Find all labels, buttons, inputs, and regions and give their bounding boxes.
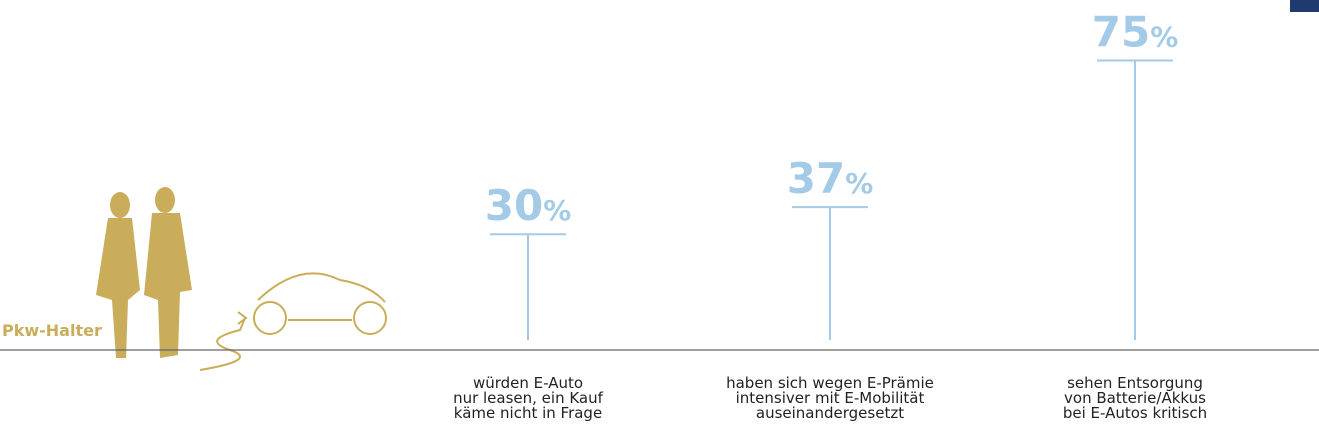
car-outline bbox=[200, 273, 386, 370]
value-label: 30% bbox=[485, 181, 572, 230]
corner-badge bbox=[1290, 0, 1319, 12]
people-silhouette bbox=[96, 187, 192, 358]
value-unit: % bbox=[1150, 21, 1178, 54]
category-label: auseinandergesetzt bbox=[756, 404, 904, 422]
chart: Pkw-Halter 30%würden E-Autonur leasen, e… bbox=[0, 0, 1319, 444]
value-unit: % bbox=[543, 194, 571, 227]
value-number: 37 bbox=[787, 154, 845, 203]
value-label: 37% bbox=[787, 154, 874, 203]
value-number: 30 bbox=[485, 181, 543, 230]
value-label: 75% bbox=[1092, 8, 1179, 57]
category-label: bei E-Autos kritisch bbox=[1063, 404, 1207, 422]
category-label: käme nicht in Frage bbox=[454, 404, 602, 422]
value-unit: % bbox=[845, 167, 873, 200]
group-label: Pkw-Halter bbox=[2, 321, 102, 340]
value-number: 75 bbox=[1092, 8, 1150, 57]
